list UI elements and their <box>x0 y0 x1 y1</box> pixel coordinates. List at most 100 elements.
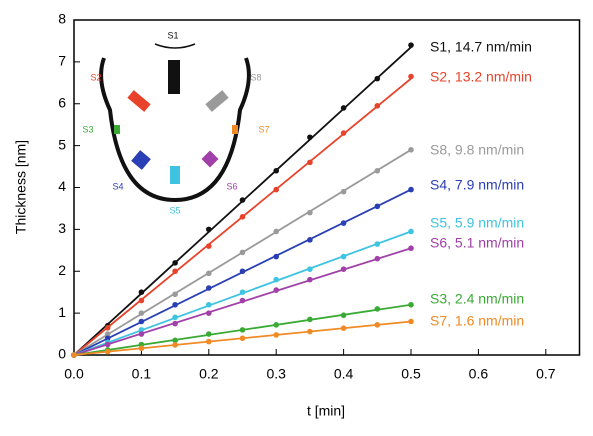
data-point <box>138 289 145 295</box>
y-tick-label: 5 <box>58 136 66 152</box>
data-point <box>138 297 145 304</box>
data-point <box>273 228 280 235</box>
source-s1 <box>168 60 180 94</box>
y-tick-label: 6 <box>58 94 66 110</box>
data-point <box>239 268 246 275</box>
data-point <box>408 42 414 48</box>
data-point <box>239 197 246 203</box>
data-point <box>408 73 414 80</box>
data-point <box>104 348 111 355</box>
data-point <box>273 276 280 283</box>
data-point <box>239 335 246 342</box>
data-point <box>408 301 414 308</box>
data-point <box>206 338 212 345</box>
source-s7 <box>232 125 238 134</box>
inset-label: S8 <box>250 72 261 82</box>
data-point <box>340 220 347 226</box>
y-tick-label: 0 <box>58 346 66 362</box>
data-point <box>138 327 145 333</box>
x-axis-label: t [min] <box>307 403 345 419</box>
data-point <box>408 228 414 235</box>
source-s3 <box>114 125 120 134</box>
data-point <box>138 318 145 325</box>
data-point <box>273 322 280 328</box>
data-point <box>172 342 178 348</box>
data-point <box>307 328 313 335</box>
bracket <box>154 43 196 49</box>
data-point <box>206 310 212 316</box>
data-point <box>239 297 246 304</box>
data-point <box>340 188 347 195</box>
data-point <box>206 331 212 337</box>
data-point <box>104 324 111 331</box>
data-point <box>307 237 313 243</box>
data-point <box>138 310 145 316</box>
data-point <box>138 345 145 352</box>
x-tick-label: 0.0 <box>64 366 84 382</box>
x-tick-label: 0.7 <box>536 366 556 382</box>
data-point <box>307 266 313 272</box>
x-tick-label: 0.6 <box>469 366 489 382</box>
series-label: S7, 1.6 nm/min <box>430 313 524 329</box>
data-point <box>172 337 178 344</box>
x-tick-label: 0.3 <box>266 366 286 382</box>
x-tick-label: 0.2 <box>199 366 219 382</box>
inset-label: S2 <box>90 72 101 82</box>
data-point <box>239 327 246 333</box>
series-label: S8, 9.8 nm/min <box>430 142 524 158</box>
inset-label: S3 <box>82 124 93 134</box>
data-point <box>408 147 414 153</box>
data-point <box>408 186 414 193</box>
data-point <box>273 253 280 260</box>
source-s2 <box>127 90 151 112</box>
source-s6 <box>201 150 219 168</box>
data-point <box>239 249 246 256</box>
data-point <box>172 314 178 321</box>
data-point <box>408 245 414 252</box>
data-point <box>239 214 246 220</box>
y-tick-label: 8 <box>58 11 66 27</box>
series-label: S6, 5.1 nm/min <box>430 235 524 251</box>
source-s4 <box>131 150 151 170</box>
data-point <box>374 103 381 109</box>
data-point <box>340 105 347 111</box>
series-label: S3, 2.4 nm/min <box>430 291 524 307</box>
series-label: S4, 7.9 nm/min <box>430 177 524 193</box>
data-point <box>307 316 313 323</box>
data-point <box>172 260 178 266</box>
data-point <box>273 332 280 338</box>
data-point <box>408 318 414 325</box>
data-point <box>138 331 145 337</box>
data-point <box>340 312 347 319</box>
y-tick-label: 7 <box>58 53 66 69</box>
data-point <box>239 289 246 295</box>
chamber-wall <box>99 57 251 203</box>
data-point <box>172 320 178 327</box>
inset-label: S7 <box>258 124 269 134</box>
data-point <box>206 301 212 308</box>
y-tick-label: 2 <box>58 262 66 278</box>
data-point <box>374 203 381 210</box>
data-point <box>340 266 347 272</box>
y-tick-label: 1 <box>58 304 66 320</box>
y-tick-label: 3 <box>58 220 66 236</box>
data-point <box>374 75 381 82</box>
data-point <box>374 306 381 312</box>
source-s8 <box>205 90 229 112</box>
series-label: S1, 14.7 nm/min <box>430 39 532 55</box>
x-tick-label: 0.1 <box>132 366 152 382</box>
data-point <box>172 268 178 275</box>
data-point <box>307 134 313 141</box>
data-point <box>374 255 381 262</box>
inset-label: S5 <box>169 205 180 215</box>
inset-label: S1 <box>167 30 178 40</box>
data-point <box>307 276 313 283</box>
data-point <box>374 167 381 174</box>
data-point <box>206 270 212 277</box>
inset-diagram: S1 S2 S8 S3 S7 S4 S6 S5 <box>82 30 269 215</box>
x-tick-label: 0.5 <box>401 366 421 382</box>
source-s5 <box>170 166 180 184</box>
inset-label: S6 <box>226 181 237 191</box>
inset-label: S4 <box>112 181 123 191</box>
data-point <box>206 226 212 233</box>
